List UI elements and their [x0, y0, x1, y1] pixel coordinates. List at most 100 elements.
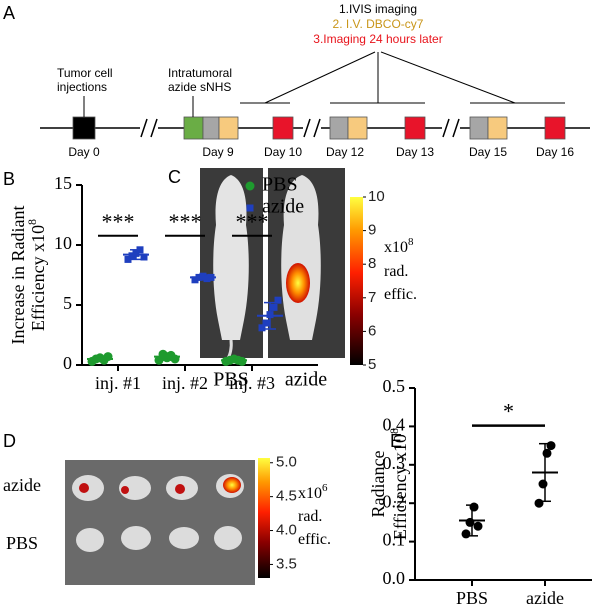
colorbar-tick-label: 3.5 — [276, 555, 297, 572]
day-label: Day 0 — [68, 145, 100, 159]
colorbar-unit: x108 — [384, 236, 414, 256]
panel-label: D — [3, 431, 16, 451]
data-point — [262, 319, 270, 327]
significance-label: * — [503, 399, 514, 424]
data-point — [538, 479, 548, 489]
image-label: azide — [285, 369, 327, 391]
y-axis-label-text: Efficiency x10 — [28, 225, 48, 331]
colorbar-tick-label: 5 — [368, 356, 376, 373]
y-tick-label: 0.3 — [383, 453, 406, 473]
day-label: Day 16 — [536, 145, 574, 159]
axis-breaks — [140, 118, 460, 138]
data-point — [207, 273, 215, 281]
data-point — [170, 354, 180, 364]
colorbar-unit: rad. — [298, 508, 322, 525]
colorbar-tick-label: 9 — [368, 222, 376, 239]
y-tick-label: 0 — [63, 353, 72, 373]
x-tick-label: azide — [526, 588, 564, 608]
data-point — [195, 273, 203, 281]
y-tick-label: 0.5 — [383, 376, 406, 396]
data-point — [461, 529, 471, 539]
colorbar-unit-text: x10 — [298, 485, 322, 502]
event-text: Tumor cell — [57, 66, 113, 80]
panel-label: A — [3, 3, 15, 23]
colorbar — [350, 197, 363, 365]
x-tick-label: inj. #1 — [95, 373, 141, 393]
data-point — [203, 275, 211, 283]
organ-images — [65, 460, 255, 585]
y-axis-label: Increase in Radiant — [8, 206, 28, 345]
step-text: 3.Imaging 24 hours later — [313, 32, 442, 46]
y-axis-exponent: 8 — [25, 219, 39, 225]
data-point — [246, 204, 254, 212]
mouse-images — [200, 168, 345, 359]
data-point — [124, 255, 132, 263]
colorbar-unit-text: effic. — [384, 286, 417, 303]
significance-label: *** — [236, 209, 269, 234]
data-point — [542, 448, 552, 458]
image-label: azide — [3, 475, 41, 495]
event-text: azide sNHS — [168, 80, 231, 94]
panel-label: B — [3, 169, 15, 189]
brackets — [83, 51, 565, 117]
x-tick-label: inj. #3 — [229, 373, 275, 393]
data-point — [136, 246, 144, 254]
panel-label: C — [168, 167, 181, 187]
day-label: Day 13 — [396, 145, 434, 159]
y-tick-label: 15 — [54, 173, 72, 193]
y-axis-exponent: 8 — [387, 428, 401, 434]
data-point — [128, 252, 136, 260]
event-boxes — [72, 116, 566, 140]
data-point — [103, 352, 113, 362]
data-point — [258, 324, 266, 332]
significance-label: *** — [102, 209, 135, 234]
colorbar-tick-label: 4.5 — [276, 488, 297, 505]
data-point — [473, 521, 483, 531]
y-tick-label: 0.1 — [383, 530, 406, 550]
colorbar-unit: effic. — [298, 531, 331, 548]
legend-label: azide — [262, 196, 304, 218]
data-point — [140, 253, 148, 261]
image-label: PBS — [213, 369, 249, 391]
colorbar-unit: effic. — [384, 286, 417, 303]
y-tick-label: 5 — [63, 293, 72, 313]
colorbar-tick-label: 5.0 — [276, 454, 297, 471]
colorbar-tick-label: 4.0 — [276, 522, 297, 539]
step-text: 2. I.V. DBCO-cy7 — [333, 17, 424, 31]
colorbar-tick-label: 10 — [368, 188, 385, 205]
step-text: 1.IVIS imaging — [339, 2, 417, 16]
data-point — [270, 303, 278, 311]
data-point — [245, 181, 255, 191]
data-point — [465, 517, 475, 527]
timeline — [40, 51, 590, 140]
data-point — [534, 498, 544, 508]
y-axis-label-text: Efficiency x10 — [390, 434, 410, 540]
x-tick-label: inj. #2 — [162, 373, 208, 393]
y-axis-label: Radiance — [368, 451, 388, 518]
event-text: Intratumoral — [168, 66, 232, 80]
y-axis-label-text: Increase in Radiant — [8, 206, 28, 345]
data-point — [546, 441, 556, 451]
colorbar-unit-text: rad. — [384, 263, 408, 280]
data-point — [266, 311, 274, 319]
colorbar-tick-label: 6 — [368, 322, 376, 339]
data-point — [132, 249, 140, 257]
significance-label: *** — [169, 209, 202, 234]
colorbar-unit: x106 — [298, 482, 328, 502]
event-text: injections — [57, 80, 107, 94]
day-label: Day 9 — [202, 145, 234, 159]
colorbar — [258, 458, 270, 578]
x-tick-label: PBS — [456, 588, 488, 608]
y-axis-label-text: Radiance — [368, 451, 388, 518]
y-tick-label: 0.4 — [383, 415, 406, 435]
image-label: PBS — [6, 533, 38, 553]
day-label: Day 12 — [326, 145, 364, 159]
data-point — [274, 296, 282, 304]
data-point — [469, 502, 479, 512]
y-tick-label: 0.2 — [383, 491, 406, 511]
y-tick-label: 10 — [54, 233, 72, 253]
colorbar-unit: rad. — [384, 263, 408, 280]
panel-label: E — [390, 431, 402, 451]
